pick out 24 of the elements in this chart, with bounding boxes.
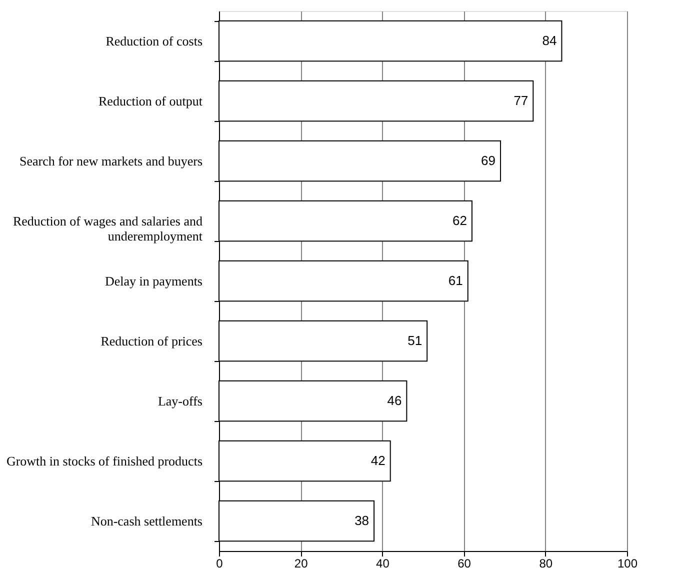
x-tick-label: 40 [376, 556, 390, 570]
y-tick-label: Reduction of costs [106, 34, 202, 48]
x-tick-label: 80 [539, 556, 553, 570]
data-label: 62 [452, 213, 467, 228]
data-label: 51 [408, 333, 422, 348]
x-tick-label: 0 [216, 556, 224, 570]
y-tick-label: Growth in stocks of finished products [6, 454, 202, 468]
data-label: 77 [514, 93, 528, 108]
y-tick-label: Reduction of output [98, 94, 203, 108]
x-tick-label: 60 [458, 556, 472, 570]
data-label: 38 [354, 513, 370, 528]
x-tick-label: 100 [617, 556, 638, 570]
data-label: 42 [370, 453, 386, 468]
y-tick-label: Non-cash settlements [90, 514, 202, 528]
y-tick-label: Reduction of prices [100, 334, 202, 348]
data-label: 69 [481, 153, 496, 168]
data-label: 46 [387, 393, 402, 408]
y-tick-label: Lay-offs [158, 394, 202, 408]
y-tick-label: Search for new markets and buyers [19, 154, 202, 168]
data-label: 61 [448, 273, 463, 288]
y-tick-label: Reduction of wages and salaries and underemployment [12, 214, 203, 244]
data-label: 84 [542, 33, 557, 48]
x-tick-label: 20 [294, 556, 308, 570]
y-tick-label: Delay in payments [105, 274, 202, 288]
